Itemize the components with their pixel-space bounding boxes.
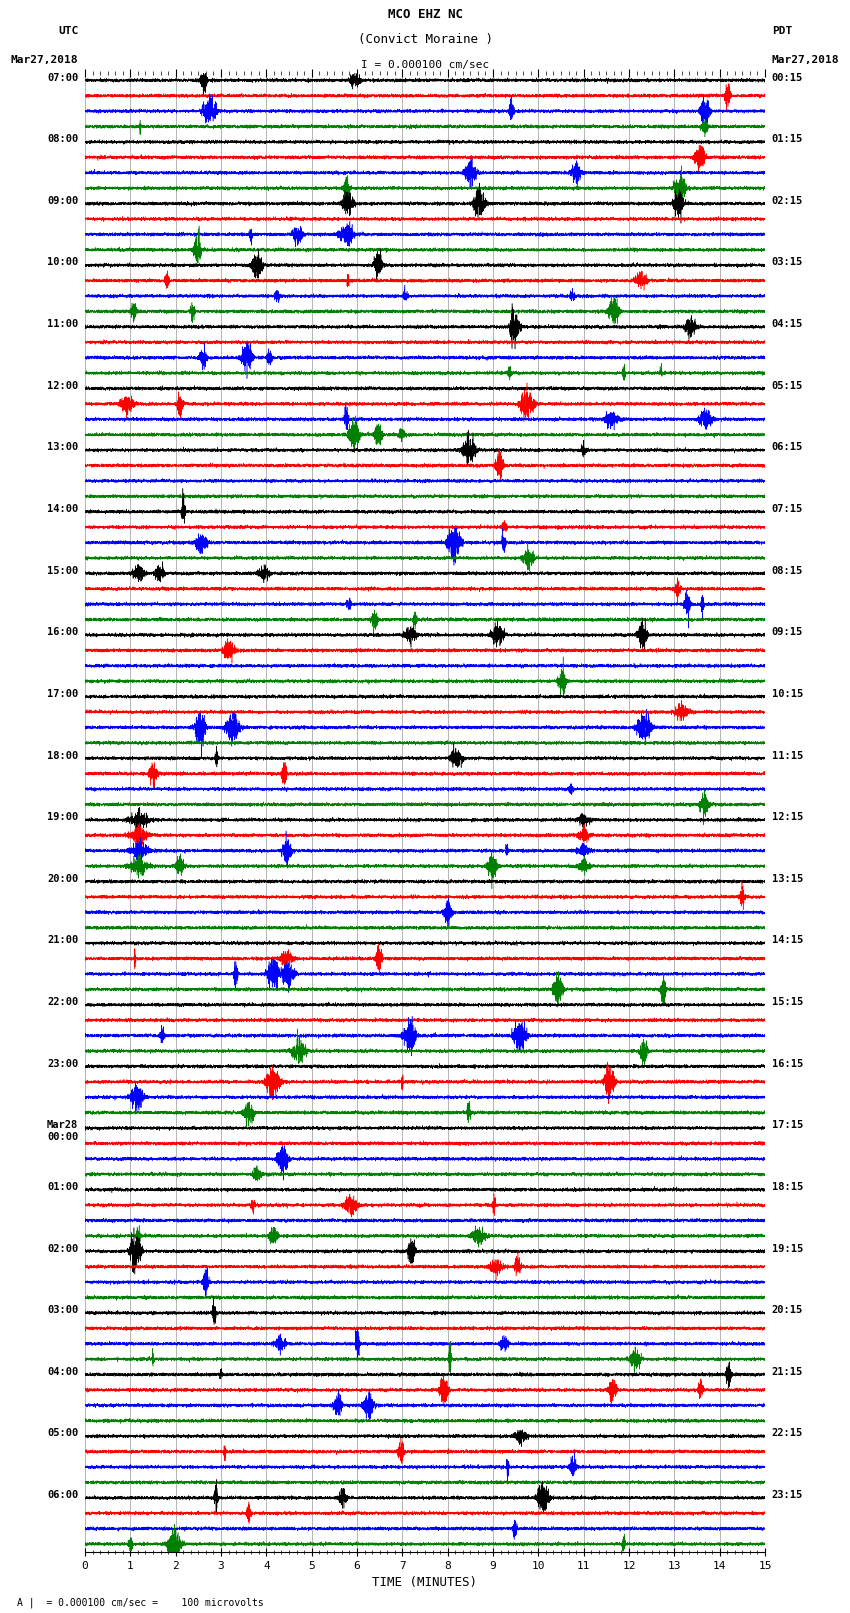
Text: 18:15: 18:15 xyxy=(772,1182,803,1192)
Text: 08:00: 08:00 xyxy=(47,134,78,144)
Text: 18:00: 18:00 xyxy=(47,750,78,760)
Text: 14:15: 14:15 xyxy=(772,936,803,945)
Text: 20:15: 20:15 xyxy=(772,1305,803,1315)
Text: 02:00: 02:00 xyxy=(47,1244,78,1253)
Text: 06:15: 06:15 xyxy=(772,442,803,452)
Text: 15:00: 15:00 xyxy=(47,566,78,576)
Text: 20:00: 20:00 xyxy=(47,874,78,884)
Text: 16:15: 16:15 xyxy=(772,1058,803,1069)
Text: 16:00: 16:00 xyxy=(47,627,78,637)
Text: 21:00: 21:00 xyxy=(47,936,78,945)
Text: 19:15: 19:15 xyxy=(772,1244,803,1253)
Text: 17:00: 17:00 xyxy=(47,689,78,698)
Text: UTC: UTC xyxy=(58,26,78,35)
Text: 04:00: 04:00 xyxy=(47,1366,78,1378)
Text: Mar28
00:00: Mar28 00:00 xyxy=(47,1121,78,1142)
Text: 00:15: 00:15 xyxy=(772,73,803,82)
Text: 03:00: 03:00 xyxy=(47,1305,78,1315)
Text: (Convict Moraine ): (Convict Moraine ) xyxy=(358,32,492,45)
Text: 17:15: 17:15 xyxy=(772,1121,803,1131)
Text: Mar27,2018: Mar27,2018 xyxy=(772,55,839,65)
Text: 15:15: 15:15 xyxy=(772,997,803,1007)
Text: 09:00: 09:00 xyxy=(47,195,78,206)
Text: PDT: PDT xyxy=(772,26,792,35)
Text: 22:15: 22:15 xyxy=(772,1429,803,1439)
Text: 10:15: 10:15 xyxy=(772,689,803,698)
Text: 11:15: 11:15 xyxy=(772,750,803,760)
Text: A |  = 0.000100 cm/sec =    100 microvolts: A | = 0.000100 cm/sec = 100 microvolts xyxy=(17,1597,264,1608)
Text: 08:15: 08:15 xyxy=(772,566,803,576)
Text: 05:00: 05:00 xyxy=(47,1429,78,1439)
Text: 07:00: 07:00 xyxy=(47,73,78,82)
Text: 02:15: 02:15 xyxy=(772,195,803,206)
Text: 11:00: 11:00 xyxy=(47,319,78,329)
Text: 05:15: 05:15 xyxy=(772,381,803,390)
Text: Mar27,2018: Mar27,2018 xyxy=(11,55,78,65)
Text: 04:15: 04:15 xyxy=(772,319,803,329)
Text: MCO EHZ NC: MCO EHZ NC xyxy=(388,8,462,21)
X-axis label: TIME (MINUTES): TIME (MINUTES) xyxy=(372,1576,478,1589)
Text: 12:00: 12:00 xyxy=(47,381,78,390)
Text: 19:00: 19:00 xyxy=(47,813,78,823)
Text: 13:15: 13:15 xyxy=(772,874,803,884)
Text: 21:15: 21:15 xyxy=(772,1366,803,1378)
Text: 23:15: 23:15 xyxy=(772,1490,803,1500)
Text: I = 0.000100 cm/sec: I = 0.000100 cm/sec xyxy=(361,60,489,69)
Text: 22:00: 22:00 xyxy=(47,997,78,1007)
Text: 09:15: 09:15 xyxy=(772,627,803,637)
Text: 01:15: 01:15 xyxy=(772,134,803,144)
Text: 01:00: 01:00 xyxy=(47,1182,78,1192)
Text: 14:00: 14:00 xyxy=(47,503,78,515)
Text: 03:15: 03:15 xyxy=(772,258,803,268)
Text: 06:00: 06:00 xyxy=(47,1490,78,1500)
Text: 13:00: 13:00 xyxy=(47,442,78,452)
Text: 07:15: 07:15 xyxy=(772,503,803,515)
Text: 23:00: 23:00 xyxy=(47,1058,78,1069)
Text: 10:00: 10:00 xyxy=(47,258,78,268)
Text: 12:15: 12:15 xyxy=(772,813,803,823)
